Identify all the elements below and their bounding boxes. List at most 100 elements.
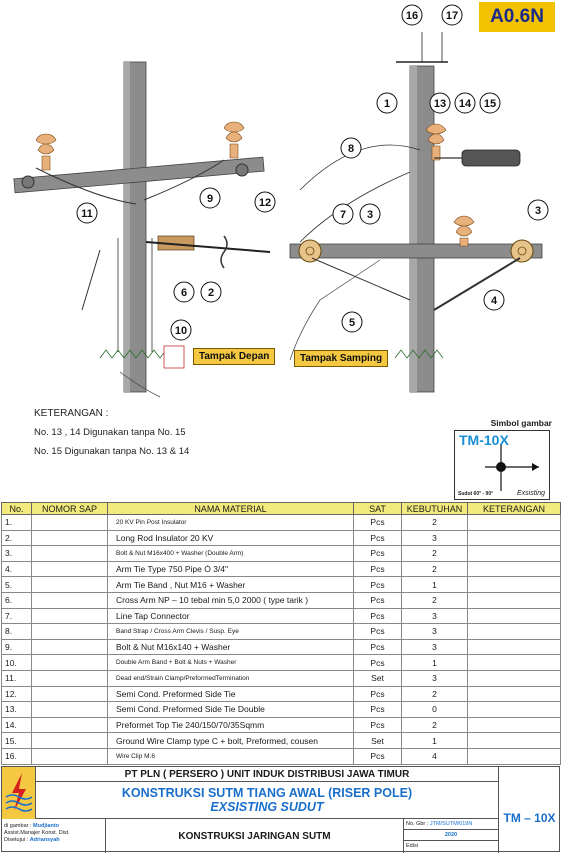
company-name: PT PLN ( PERSERO ) UNIT INDUK DISTRIBUSI… bbox=[36, 767, 498, 782]
cell-qty: 3 bbox=[401, 607, 468, 625]
cell-name: Semi Cond. Preformed Side Tie Double bbox=[107, 701, 354, 718]
callout-17: 17 bbox=[441, 4, 463, 26]
cell-sap bbox=[31, 545, 108, 562]
cell-no: 4. bbox=[1, 560, 32, 578]
cell-no: 15. bbox=[1, 732, 32, 749]
construction-code: TM – 10X bbox=[498, 767, 560, 853]
cell-unit: Set bbox=[353, 669, 402, 687]
drawing-meta: No. Gbr : JTM/SUTM/019N 2020 Edisi bbox=[404, 819, 498, 853]
callout-8: 8 bbox=[340, 137, 362, 159]
callout-10: 10 bbox=[170, 319, 192, 341]
cell-sap bbox=[31, 529, 108, 547]
svg-text:8: 8 bbox=[348, 143, 354, 155]
cell-name: Line Tap Connector bbox=[107, 607, 354, 625]
drawing-title-line-2: EXSISTING SUDUT bbox=[210, 800, 324, 814]
approved-label: Disetujui : bbox=[4, 837, 29, 843]
signatures: di gambar : Mudjianto Assist.Manajer Kon… bbox=[2, 819, 106, 853]
callout-9: 9 bbox=[199, 187, 221, 209]
table-header-row: No. NOMOR SAP NAMA MATERIAL SAT KEBUTUHA… bbox=[1, 502, 561, 515]
table-row: 2. Long Rod Insulator 20 KV Pcs 3 bbox=[1, 529, 561, 547]
cell-unit: Pcs bbox=[353, 638, 402, 656]
cell-sap bbox=[31, 607, 108, 625]
drawing-subtitle: KONSTRUKSI JARINGAN SUTM bbox=[106, 819, 404, 853]
col-qty: KEBUTUHAN bbox=[401, 502, 468, 515]
svg-text:13: 13 bbox=[434, 98, 446, 110]
svg-text:5: 5 bbox=[349, 317, 355, 329]
svg-text:7: 7 bbox=[340, 209, 346, 221]
svg-text:10: 10 bbox=[175, 325, 187, 337]
cell-sap bbox=[31, 591, 108, 609]
table-row: 6. Cross Arm NP – 10 tebal min 5,0 2000 (… bbox=[1, 591, 561, 609]
cell-unit: Pcs bbox=[353, 716, 402, 734]
cell-qty: 3 bbox=[401, 669, 468, 687]
cell-note bbox=[467, 529, 561, 547]
svg-text:11: 11 bbox=[81, 208, 93, 220]
cell-qty: 2 bbox=[401, 545, 468, 562]
table-row: 13. Semi Cond. Preformed Side Tie Double P… bbox=[1, 701, 561, 718]
callout-4: 4 bbox=[483, 289, 505, 311]
cell-no: 8. bbox=[1, 623, 32, 640]
drawing-no: JTM/SUTM/019N bbox=[429, 821, 473, 827]
cell-sap bbox=[31, 685, 108, 703]
symbol-pole-icon bbox=[485, 445, 539, 491]
cell-name: Arm Tie Type 750 Pipe Ó 3/4" bbox=[107, 560, 354, 578]
callout-3-right: 3 bbox=[527, 199, 549, 221]
symbol-title: Simbol gambar bbox=[490, 418, 552, 428]
cell-unit: Pcs bbox=[353, 514, 402, 531]
callout-7: 7 bbox=[332, 203, 354, 225]
cell-name: Semi Cond. Preformed Side Tie bbox=[107, 685, 354, 703]
cell-qty: 3 bbox=[401, 638, 468, 656]
cell-name: Dead end/Strain Clamp/PreformedTerminati… bbox=[107, 669, 354, 687]
drawing-title: KONSTRUKSI SUTM TIANG AWAL (RISER POLE) … bbox=[36, 782, 498, 819]
table-row: 9. Bolt & Nut M16x140 + Washer Pcs 3 bbox=[1, 638, 561, 656]
cell-qty: 4 bbox=[401, 747, 468, 765]
side-view bbox=[289, 32, 543, 393]
cell-qty: 3 bbox=[401, 529, 468, 547]
table-row: 14. Preformet Top Tie 240/150/70/35Sqmm Pc… bbox=[1, 716, 561, 734]
cell-unit: Pcs bbox=[353, 654, 402, 671]
cell-no: 13. bbox=[1, 701, 32, 718]
cell-unit: Pcs bbox=[353, 685, 402, 703]
cell-unit: Set bbox=[353, 732, 402, 749]
callout-12: 12 bbox=[254, 191, 276, 213]
cell-unit: Pcs bbox=[353, 747, 402, 765]
cell-note bbox=[467, 716, 561, 734]
cell-no: 12. bbox=[1, 685, 32, 703]
table-row: 11. Dead end/Strain Clamp/PreformedTermin… bbox=[1, 669, 561, 687]
callouts: 16 17 1 13 14 15 8 9 12 11 7 3 3 6 2 4 1… bbox=[76, 4, 549, 341]
cell-note bbox=[467, 747, 561, 765]
cell-no: 1. bbox=[1, 514, 32, 531]
svg-text:2: 2 bbox=[208, 287, 214, 299]
cell-name: Double Arm Band + Bolt & Nuts + Washer bbox=[107, 654, 354, 671]
cell-note bbox=[467, 685, 561, 703]
cell-unit: Pcs bbox=[353, 701, 402, 718]
cell-note bbox=[467, 560, 561, 578]
cell-no: 10. bbox=[1, 654, 32, 671]
table-row: 10. Double Arm Band + Bolt & Nuts + Washe… bbox=[1, 654, 561, 671]
cell-name: Bolt & Nut M16x140 + Washer bbox=[107, 638, 354, 656]
svg-text:14: 14 bbox=[459, 98, 472, 110]
cell-note bbox=[467, 669, 561, 687]
symbol-box: TM-10X Sudut 60° - 90° Exsisting bbox=[454, 430, 550, 500]
svg-text:16: 16 bbox=[406, 10, 418, 22]
cell-no: 6. bbox=[1, 591, 32, 609]
callout-16: 16 bbox=[401, 4, 423, 26]
cell-note bbox=[467, 638, 561, 656]
sheet-badge: A0.6N bbox=[479, 2, 555, 32]
col-no: No. bbox=[1, 502, 32, 515]
cell-sap bbox=[31, 623, 108, 640]
front-view-label: Tampak Depan bbox=[193, 348, 276, 365]
cell-qty: 1 bbox=[401, 732, 468, 749]
cell-no: 7. bbox=[1, 607, 32, 625]
cell-qty: 2 bbox=[401, 514, 468, 531]
table-row: 7. Line Tap Connector Pcs 3 bbox=[1, 607, 561, 625]
cell-qty: 2 bbox=[401, 560, 468, 578]
cell-qty: 3 bbox=[401, 623, 468, 640]
svg-text:12: 12 bbox=[259, 197, 271, 209]
drawn-label: di gambar : bbox=[4, 823, 32, 829]
cell-sap bbox=[31, 747, 108, 765]
cell-no: 5. bbox=[1, 576, 32, 593]
cell-name: Ground Wire Clamp type C + bolt, Preform… bbox=[107, 732, 354, 749]
symbol-status: Exsisting bbox=[516, 490, 545, 497]
table-row: 4. Arm Tie Type 750 Pipe Ó 3/4" Pcs 2 bbox=[1, 560, 561, 578]
